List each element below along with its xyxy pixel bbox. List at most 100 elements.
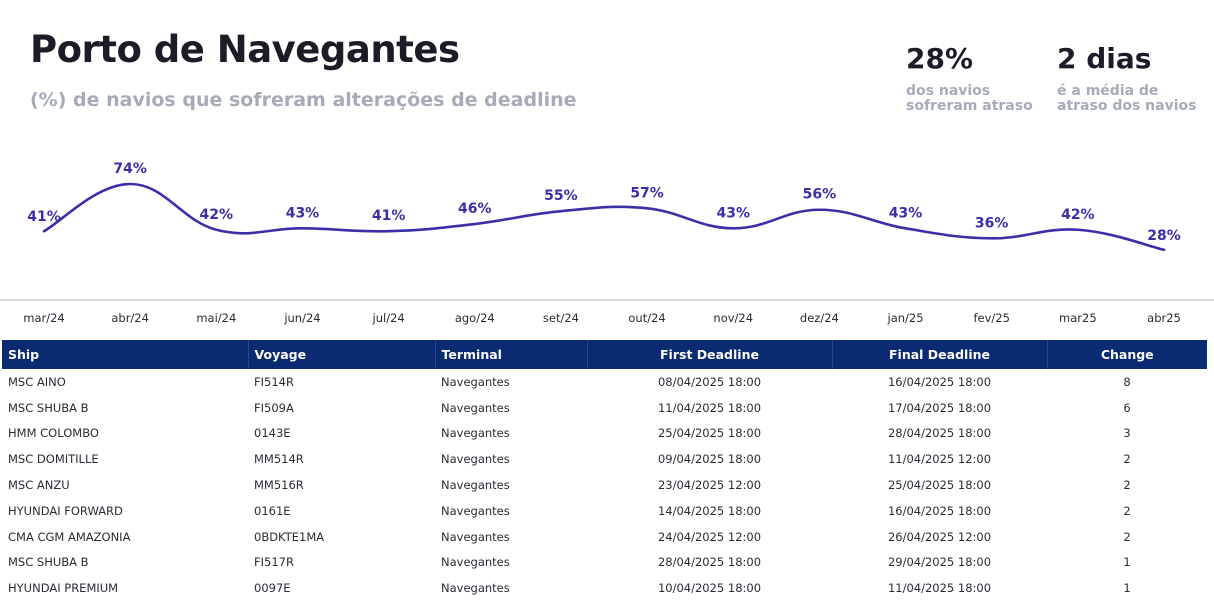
x-tick-label: jun/24 bbox=[283, 311, 320, 325]
table-cell: Navegantes bbox=[441, 452, 510, 467]
table-cell: 2 bbox=[1123, 452, 1131, 467]
kpi-caption-line: dos navios bbox=[906, 83, 991, 99]
x-tick-label: mai/24 bbox=[196, 311, 236, 325]
data-point bbox=[1076, 228, 1079, 231]
table-cell: MM516R bbox=[254, 478, 304, 493]
data-point bbox=[646, 207, 649, 210]
data-point bbox=[43, 230, 45, 233]
kpi-caption-line: é a média de bbox=[1057, 83, 1159, 99]
table-cell: 2 bbox=[1123, 503, 1131, 518]
table-cell: 17/04/2025 18:00 bbox=[887, 400, 992, 415]
data-label: 55% bbox=[544, 188, 578, 204]
table-cell: Navegantes bbox=[441, 503, 510, 518]
table-row: HYUNDAI FORWARD 0161E Navegantes 14/04/2025… bbox=[2, 498, 1207, 524]
x-tick-label: ago/24 bbox=[455, 311, 495, 325]
table-cell: 1 bbox=[1123, 555, 1131, 570]
table-cell: Navegantes bbox=[441, 426, 510, 441]
table-cell: 23/04/2025 12:00 bbox=[657, 478, 762, 493]
data-label: 28% bbox=[1147, 228, 1181, 244]
column-header-terminal[interactable]: Terminal bbox=[435, 340, 588, 369]
table-cell: HMM COLOMBO bbox=[8, 426, 99, 441]
table-cell: 3 bbox=[1123, 426, 1131, 441]
table-cell: MM514R bbox=[254, 452, 304, 467]
table-cell: MSC ANZU bbox=[8, 478, 70, 493]
table-cell: 11/04/2025 18:00 bbox=[657, 400, 762, 415]
data-point bbox=[818, 208, 821, 211]
deadline-table-container: Ship Voyage Terminal First Deadline Final De… bbox=[2, 340, 1207, 601]
kpi-caption-line: sofreram atraso bbox=[906, 98, 1033, 114]
table-cell: Navegantes bbox=[441, 555, 510, 570]
x-tick-label: mar/24 bbox=[23, 311, 65, 325]
kpi-caption: é a média de atraso dos navios bbox=[1057, 84, 1196, 114]
table-cell: 24/04/2025 12:00 bbox=[657, 529, 762, 544]
kpi-caption-line: atraso dos navios bbox=[1057, 98, 1197, 114]
kpi-average-delay: 2 dias é a média de atraso dos navios bbox=[1057, 42, 1196, 114]
table-row: CMA CGM AMAZONIA 0BDKTE1MA Navegantes 24/04… bbox=[2, 524, 1207, 550]
data-label: 43% bbox=[716, 205, 750, 221]
table-cell: MSC DOMITILLE bbox=[8, 452, 99, 467]
table-cell: 10/04/2025 18:00 bbox=[657, 581, 762, 596]
table-cell: Navegantes bbox=[441, 374, 510, 389]
data-label: 41% bbox=[372, 208, 406, 224]
table-cell: 8 bbox=[1123, 374, 1131, 389]
table-header: Ship Voyage Terminal First Deadline Final De… bbox=[2, 340, 1207, 369]
table-cell: 29/04/2025 18:00 bbox=[887, 555, 992, 570]
x-tick-label: nov/24 bbox=[713, 311, 753, 325]
table-cell: Navegantes bbox=[441, 581, 510, 596]
column-header-ship[interactable]: Ship bbox=[2, 340, 249, 369]
x-tick-label: dez/24 bbox=[800, 311, 839, 325]
column-header-final-deadline[interactable]: Final Deadline bbox=[832, 340, 1048, 369]
kpi-delayed-ships: 28% dos navios sofreram atraso bbox=[906, 42, 1033, 114]
table-row: HMM COLOMBO 0143E Navegantes 25/04/2025 18:… bbox=[2, 421, 1207, 447]
data-label: 43% bbox=[286, 205, 320, 221]
kpi-value: 2 dias bbox=[1057, 42, 1152, 75]
x-tick-label: jul/24 bbox=[372, 311, 405, 325]
table-cell: Navegantes bbox=[441, 478, 510, 493]
table-body: MSC AINO FI514R Navegantes 08/04/2025 18:00… bbox=[2, 369, 1207, 601]
table-cell: MSC SHUBA B bbox=[8, 555, 89, 570]
kpi-value: 28% bbox=[906, 42, 974, 75]
data-label: 36% bbox=[975, 215, 1009, 231]
table-cell: 2 bbox=[1123, 478, 1131, 493]
data-point bbox=[301, 227, 304, 230]
column-header-change[interactable]: Change bbox=[1047, 340, 1207, 369]
x-tick-label: set/24 bbox=[543, 311, 579, 325]
data-label: 43% bbox=[889, 205, 923, 221]
x-tick-label: fev/25 bbox=[973, 311, 1009, 325]
table-cell: 14/04/2025 18:00 bbox=[657, 503, 762, 518]
table-cell: 25/04/2025 18:00 bbox=[657, 426, 762, 441]
table-cell: 0161E bbox=[254, 503, 291, 518]
data-point bbox=[129, 183, 132, 185]
table-row: MSC AINO FI514R Navegantes 08/04/2025 18:00… bbox=[2, 369, 1207, 395]
column-header-first-deadline[interactable]: First Deadline bbox=[587, 340, 833, 369]
table-row: MSC SHUBA B FI517R Navegantes 28/04/2025 18… bbox=[2, 550, 1207, 576]
table-cell: Navegantes bbox=[441, 529, 510, 544]
table-cell: 0097E bbox=[254, 581, 291, 596]
data-label: 57% bbox=[630, 185, 664, 201]
data-point bbox=[904, 227, 907, 230]
table-row: MSC DOMITILLE MM514R Navegantes 09/04/2025 … bbox=[2, 446, 1207, 472]
table-cell: CMA CGM AMAZONIA bbox=[8, 529, 131, 544]
table-cell: 0143E bbox=[254, 426, 291, 441]
table-cell: 0BDKTE1MA bbox=[254, 529, 325, 544]
data-point bbox=[473, 223, 476, 226]
data-label: 46% bbox=[458, 201, 492, 217]
x-tick-label: abr25 bbox=[1147, 311, 1181, 325]
table-cell: 25/04/2025 18:00 bbox=[887, 478, 992, 493]
table-cell: 11/04/2025 18:00 bbox=[887, 581, 992, 596]
data-label: 56% bbox=[803, 187, 837, 203]
table-cell: 28/04/2025 18:00 bbox=[657, 555, 762, 570]
x-tick-label: jan/25 bbox=[887, 311, 924, 325]
data-label: 74% bbox=[113, 161, 147, 177]
deadline-table: Ship Voyage Terminal First Deadline Final De… bbox=[2, 340, 1207, 601]
data-point bbox=[732, 227, 735, 230]
table-cell: HYUNDAI PREMIUM bbox=[8, 581, 119, 596]
table-cell: 16/04/2025 18:00 bbox=[887, 503, 992, 518]
table-cell: 16/04/2025 18:00 bbox=[887, 374, 992, 389]
table-cell: MSC SHUBA B bbox=[8, 400, 89, 415]
table-cell: 26/04/2025 12:00 bbox=[887, 529, 992, 544]
column-header-voyage[interactable]: Voyage bbox=[248, 340, 436, 369]
table-cell: FI509A bbox=[254, 400, 294, 415]
x-tick-label: out/24 bbox=[628, 311, 665, 325]
data-label: 42% bbox=[200, 207, 234, 223]
